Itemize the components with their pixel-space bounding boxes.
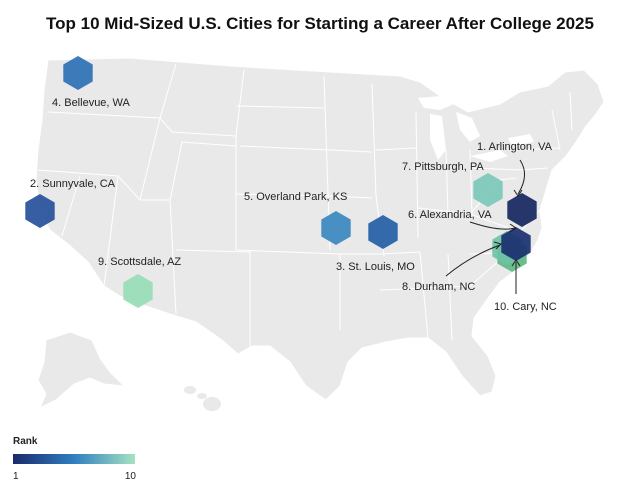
city-hexagon-rank-5 bbox=[321, 211, 351, 245]
city-label-rank-1: 1. Arlington, VA bbox=[477, 141, 553, 153]
arrow-arlington bbox=[517, 159, 525, 195]
city-label-rank-4: 4. Bellevue, WA bbox=[52, 97, 131, 109]
hawaii-land bbox=[184, 386, 221, 411]
legend-max-label: 10 bbox=[124, 471, 136, 482]
city-label-rank-6: 6. Alexandria, VA bbox=[408, 209, 492, 221]
city-label-rank-2: 2. Sunnyvale, CA bbox=[30, 178, 116, 190]
city-hexagon-rank-1 bbox=[507, 193, 537, 227]
legend-color-bar bbox=[13, 454, 135, 464]
great-lakes bbox=[418, 96, 534, 162]
connector-arrows bbox=[445, 159, 525, 294]
legend: Rank 1 10 bbox=[13, 436, 138, 483]
legend-min-label: 1 bbox=[13, 471, 19, 482]
legend-title: Rank bbox=[13, 436, 38, 447]
city-hexagon-rank-9 bbox=[123, 274, 153, 308]
city-label-rank-3: 3. St. Louis, MO bbox=[336, 261, 415, 273]
arrow-durham bbox=[445, 244, 501, 277]
city-hexagon-rank-6 bbox=[501, 227, 531, 261]
arrow-alexandria bbox=[469, 221, 516, 230]
city-label-rank-5: 5. Overland Park, KS bbox=[244, 191, 347, 203]
city-label-rank-8: 8. Durham, NC bbox=[402, 281, 475, 293]
map-title: Top 10 Mid-Sized U.S. Cities for Startin… bbox=[46, 14, 594, 33]
city-hexagon-rank-4 bbox=[63, 56, 93, 90]
city-hexagon-rank-3 bbox=[368, 215, 398, 249]
alaska-land bbox=[37, 331, 126, 410]
city-label-rank-9: 9. Scottsdale, AZ bbox=[98, 256, 181, 268]
city-label-rank-10: 10. Cary, NC bbox=[494, 301, 557, 313]
city-layer: 1. Arlington, VA 2. Sunnyvale, CA 3. St. L… bbox=[25, 56, 557, 313]
city-label-rank-7: 7. Pittsburgh, PA bbox=[402, 161, 484, 173]
city-hexagon-rank-2 bbox=[25, 194, 55, 228]
city-hexagon-rank-7 bbox=[473, 173, 503, 207]
